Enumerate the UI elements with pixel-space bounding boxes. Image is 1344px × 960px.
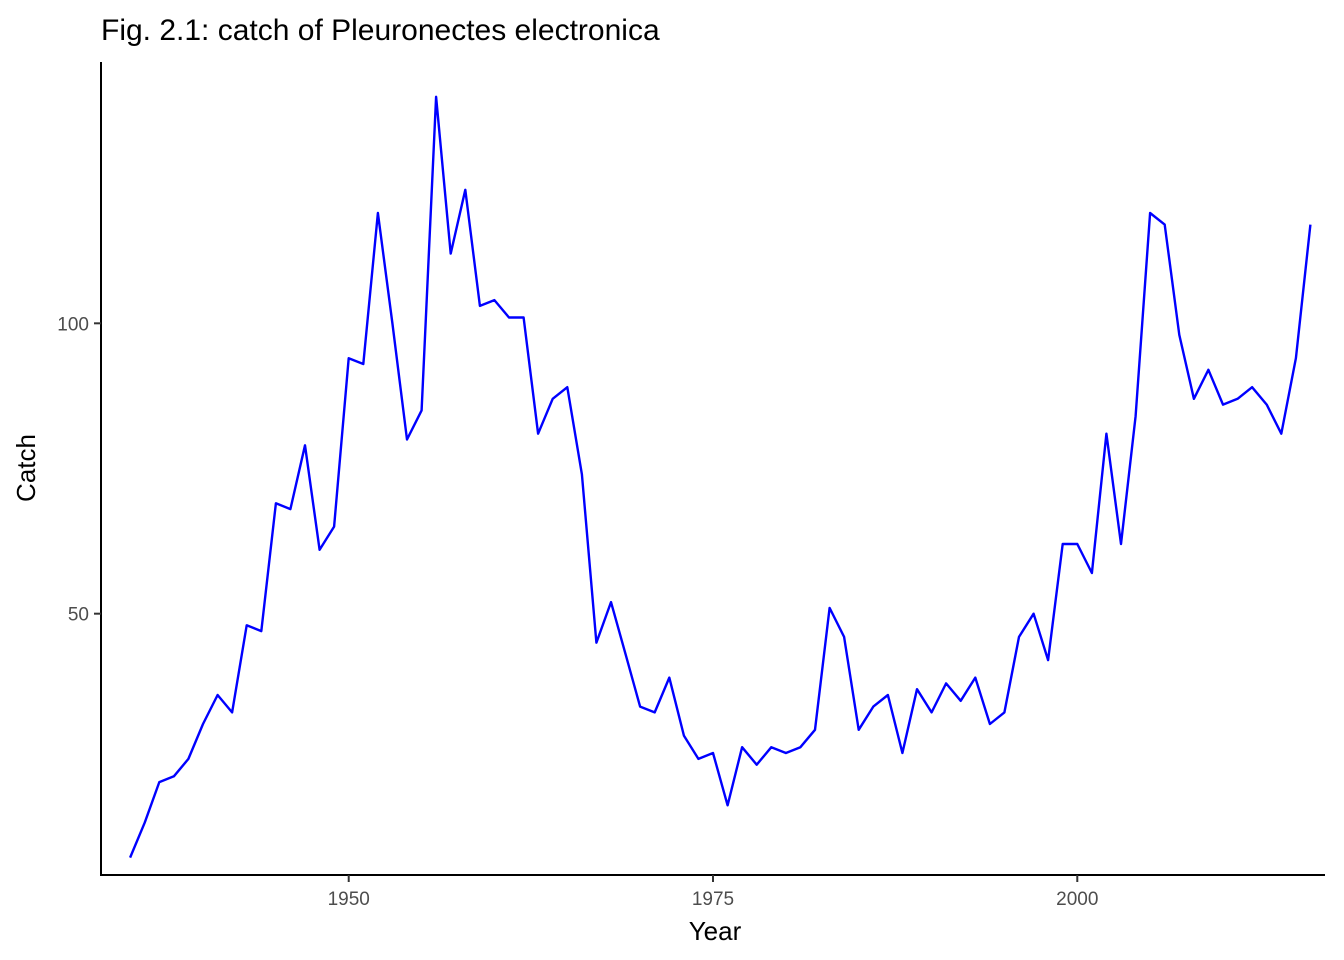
x-tick-label: 1950 <box>328 889 370 910</box>
x-axis-ticks: 1950 1975 2000 <box>328 875 1098 910</box>
y-axis-ticks: 50 100 <box>57 314 101 626</box>
y-tick-label: 50 <box>68 605 89 626</box>
x-axis-title: Year <box>689 916 742 946</box>
y-axis-title: Catch <box>11 434 41 502</box>
plot-area: 1950 1975 2000 50 100 <box>57 62 1325 910</box>
x-tick-label: 2000 <box>1056 889 1098 910</box>
series-line <box>128 95 1312 859</box>
chart-title: Fig. 2.1: catch of Pleuronectes electron… <box>101 14 660 47</box>
x-tick-label: 1975 <box>692 889 734 910</box>
y-tick-label: 100 <box>57 314 89 335</box>
